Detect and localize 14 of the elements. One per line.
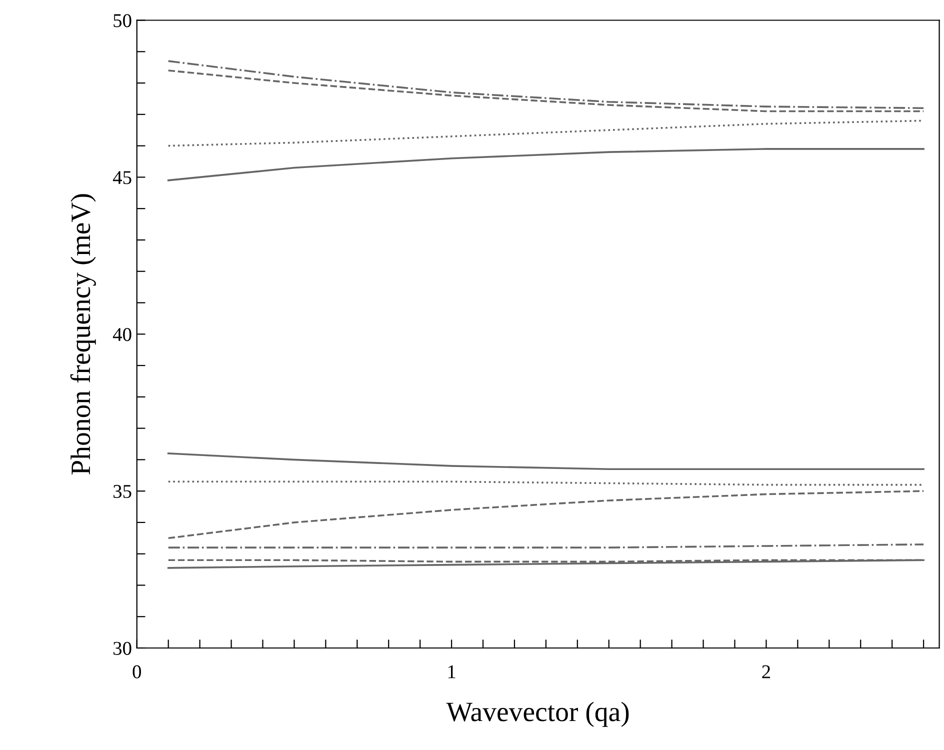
x-tick-label: 2 — [762, 665, 770, 678]
line-series — [167, 148, 924, 182]
y-tick-label: 40 — [112, 328, 132, 342]
x-tick-label: 0 — [132, 665, 141, 678]
line-series — [167, 60, 924, 110]
x-tick-label: 1 — [448, 665, 456, 678]
y-tick-label: 30 — [114, 642, 132, 655]
x-axis-title: Wavevector (qa) — [446, 702, 629, 727]
y-tick-label: 50 — [114, 14, 132, 28]
line-series — [167, 452, 924, 470]
line-series — [167, 490, 924, 540]
y-tick-label: 45 — [112, 171, 132, 184]
y-axis-title: Phonon frequency (meV) — [70, 194, 96, 474]
y-tick-label: 35 — [114, 484, 132, 498]
